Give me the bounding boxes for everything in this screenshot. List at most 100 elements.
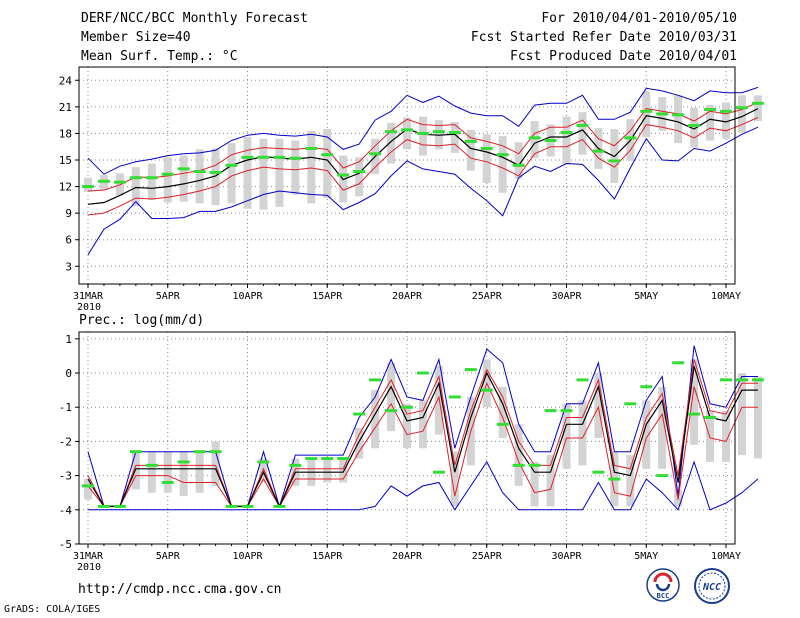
spread-box xyxy=(530,461,539,507)
spread-box xyxy=(578,400,587,466)
spread-box xyxy=(690,359,699,445)
spread-box xyxy=(674,95,683,144)
spread-box xyxy=(737,95,746,133)
spread-box xyxy=(163,451,172,493)
series-ensemble-min xyxy=(88,460,759,511)
spread-box xyxy=(418,400,427,449)
spread-box xyxy=(498,386,507,438)
x-tick-sublabel: 2010 xyxy=(77,302,101,313)
spread-box xyxy=(211,148,220,206)
spread-box xyxy=(323,129,332,199)
forecast-period: For 2010/04/01-2010/05/10 xyxy=(541,11,737,26)
spread-box xyxy=(403,403,411,449)
x-tick-label: 15APR xyxy=(312,551,343,562)
svg-text:NCC: NCC xyxy=(702,582,721,593)
spread-box xyxy=(179,155,188,202)
x-tick-label: 20APR xyxy=(392,551,423,562)
y-tick-label: 24 xyxy=(59,74,73,87)
spread-box xyxy=(227,143,236,204)
x-tick-label: 5APR xyxy=(156,291,181,302)
spread-box xyxy=(195,149,204,204)
y-tick-label: 9 xyxy=(65,207,72,220)
spread-box xyxy=(722,102,730,139)
spread-box xyxy=(195,451,204,493)
spread-box xyxy=(690,107,699,148)
member-size: Member Size=40 xyxy=(81,30,191,45)
spread-box xyxy=(147,451,156,493)
x-tick-label: 15APR xyxy=(312,291,343,302)
y-tick-label: -4 xyxy=(59,504,73,517)
spread-box xyxy=(737,373,746,456)
spread-box xyxy=(259,458,268,483)
series-ensemble-min xyxy=(87,126,759,256)
y-tick-label: -3 xyxy=(59,470,72,483)
spread-box xyxy=(179,451,188,497)
y-tick-label: -5 xyxy=(59,538,72,551)
grads-credit: GrADS: COLA/IGES xyxy=(4,604,101,615)
y-tick-label: 6 xyxy=(65,234,72,247)
spread-box xyxy=(642,91,651,137)
spread-box xyxy=(211,441,220,486)
spread-box xyxy=(131,167,140,207)
x-tick-label: 5APR xyxy=(156,551,181,562)
spread-box xyxy=(291,140,300,195)
y-tick-label: -1 xyxy=(59,401,72,414)
spread-box xyxy=(450,451,459,507)
series-ensemble-max xyxy=(87,86,759,175)
spread-box xyxy=(530,121,539,159)
spread-box xyxy=(546,455,555,507)
series-mean-1-sd xyxy=(87,117,759,216)
spread-box xyxy=(323,458,332,483)
variable-label: Mean Surf. Temp.: °C xyxy=(81,49,238,64)
series-mean-1-sd xyxy=(87,381,758,508)
spread-box xyxy=(450,121,459,153)
x-tick-label: 25APR xyxy=(472,551,503,562)
y-tick-label: 18 xyxy=(59,127,72,140)
spread-box xyxy=(163,157,172,203)
spread-box xyxy=(275,138,284,207)
x-tick-label: 5MAY xyxy=(634,291,658,302)
produced-date: Fcst Produced Date 2010/04/01 xyxy=(510,49,737,64)
spread-box xyxy=(498,136,507,193)
spread-box xyxy=(259,138,268,210)
ncc-logo-icon: NCC xyxy=(694,568,730,604)
spread-box xyxy=(131,451,140,490)
spread-box xyxy=(339,458,348,483)
spread-box xyxy=(387,122,396,164)
spread-box xyxy=(642,400,651,469)
spread-box xyxy=(578,112,587,155)
spread-box xyxy=(706,105,715,141)
site-url[interactable]: http://cmdp.ncc.cma.gov.cn xyxy=(78,582,282,597)
spread-box xyxy=(84,479,92,500)
x-tick-label: 5MAY xyxy=(634,551,658,562)
spread-box xyxy=(753,95,762,122)
plot-frame xyxy=(78,331,736,545)
x-tick-label: 31MAR xyxy=(73,551,104,562)
panel-title: Prec.: log(mm/d) xyxy=(79,313,204,328)
spread-box xyxy=(84,177,92,192)
svg-text:BCC: BCC xyxy=(657,592,670,600)
y-tick-label: 15 xyxy=(59,154,72,167)
spread-box xyxy=(466,129,475,171)
y-tick-label: 1 xyxy=(65,333,72,346)
x-tick-label: 25APR xyxy=(472,291,503,302)
spread-box xyxy=(387,362,396,432)
spread-box xyxy=(418,116,427,156)
spread-box xyxy=(753,376,762,459)
spread-box xyxy=(626,455,635,507)
spread-box xyxy=(594,373,603,438)
plot-frame xyxy=(78,66,736,285)
spread-box xyxy=(562,116,571,165)
spread-box xyxy=(307,130,316,204)
series-mean-1-sd xyxy=(87,359,758,508)
y-tick-label: 0 xyxy=(65,367,72,380)
x-tick-label: 10APR xyxy=(232,291,263,302)
spread-box xyxy=(355,427,364,459)
x-tick-label: 30APR xyxy=(551,291,582,302)
spread-box xyxy=(482,134,491,184)
spread-box xyxy=(658,386,667,469)
